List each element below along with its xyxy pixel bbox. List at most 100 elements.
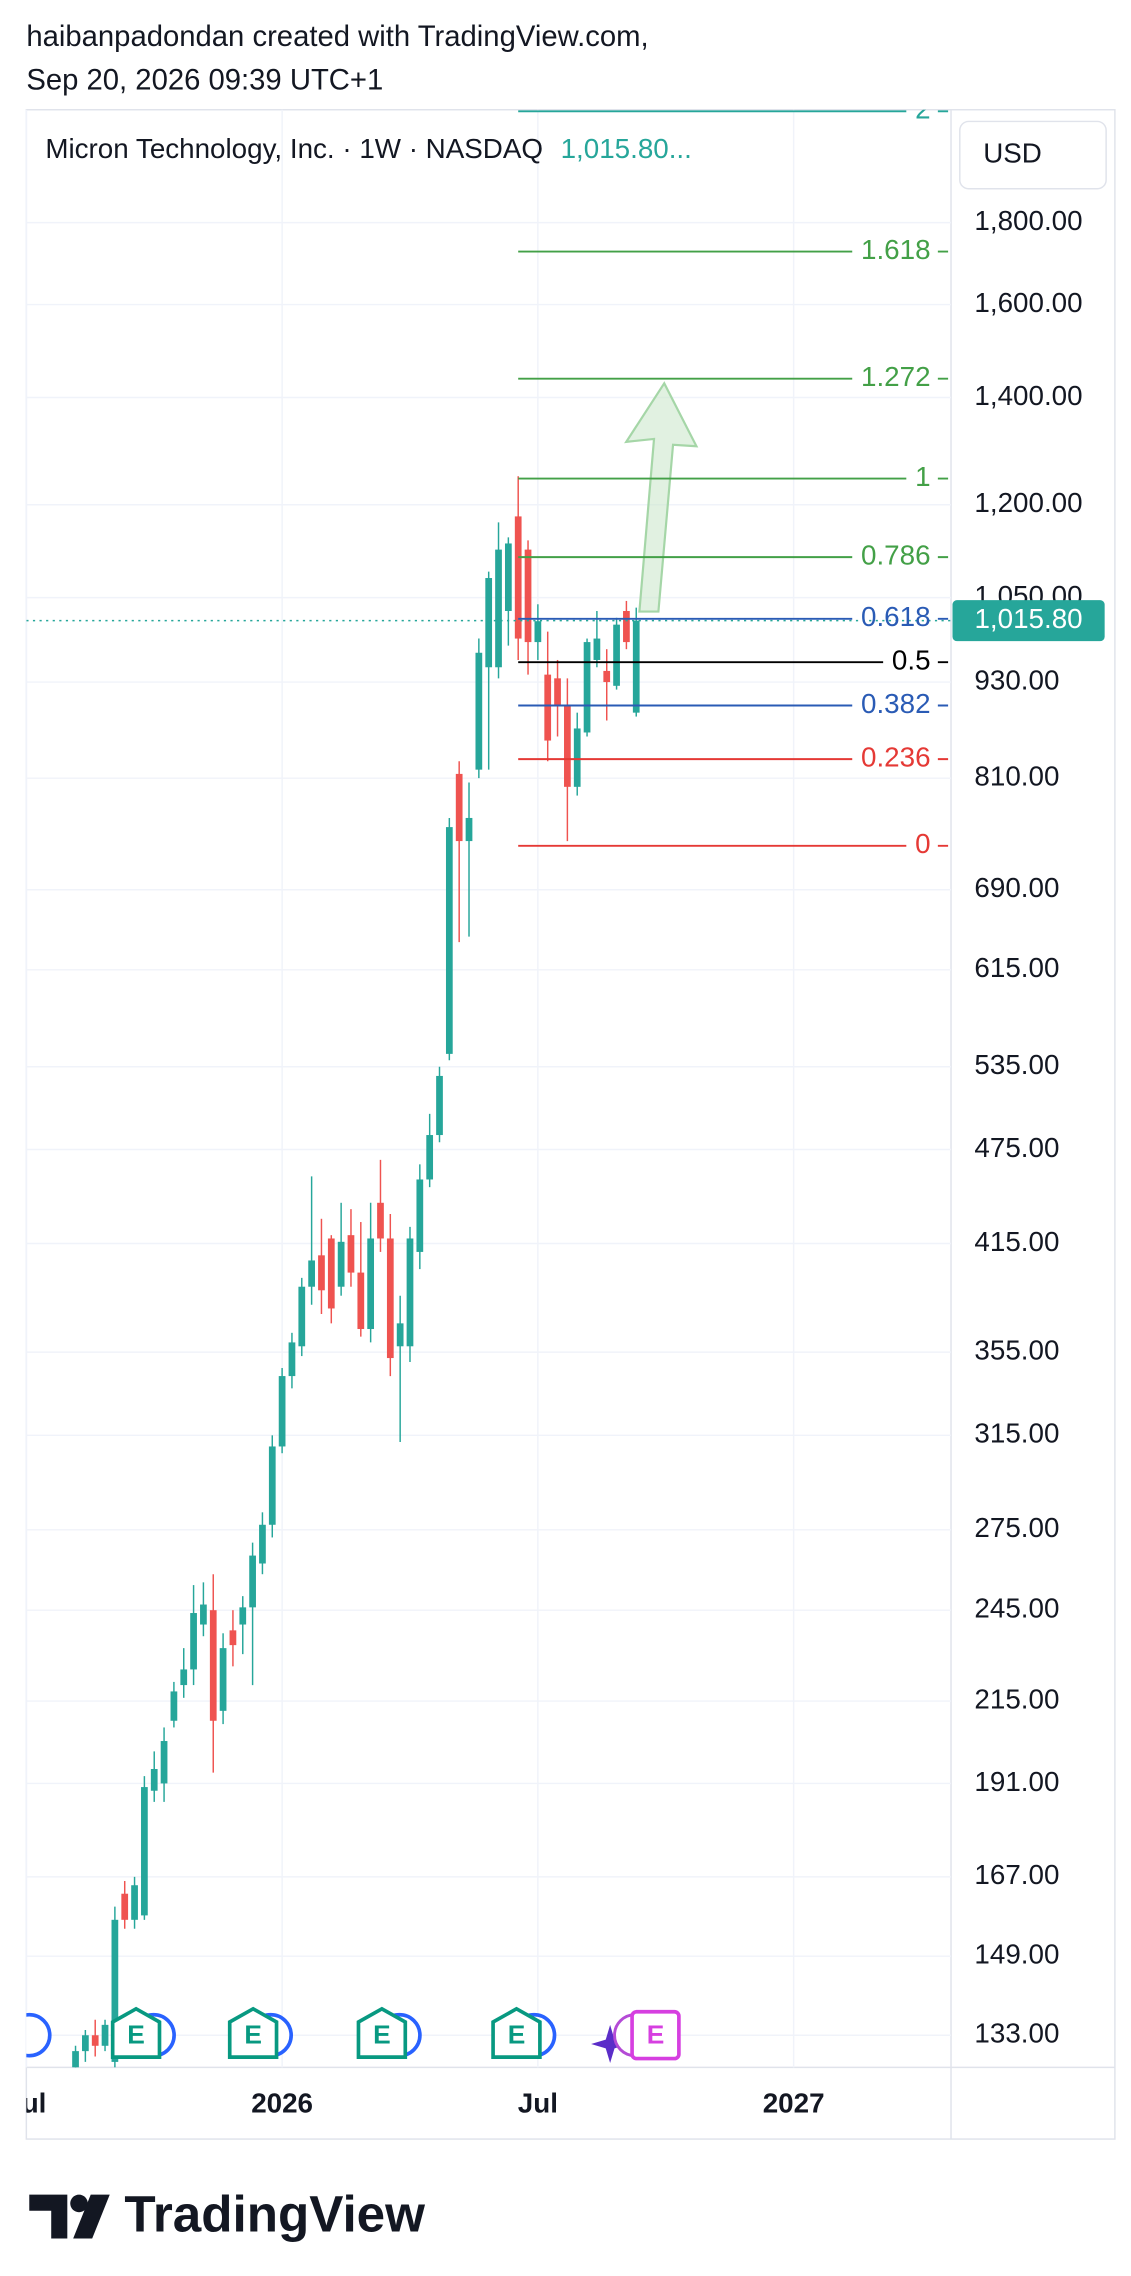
candle-body xyxy=(504,543,512,612)
y-tick-label: 1,800.00 xyxy=(974,205,1082,236)
candle-body xyxy=(455,773,463,842)
earnings-label: E xyxy=(508,2020,526,2050)
fib-label: 2 xyxy=(915,94,930,125)
candle-body xyxy=(573,728,581,787)
candle-body xyxy=(259,1524,266,1564)
candle-body xyxy=(180,1669,188,1686)
candle-body xyxy=(465,817,473,842)
x-tick-label: 2026 xyxy=(251,2088,313,2119)
y-tick-label: 245.00 xyxy=(974,1593,1059,1624)
candle-body xyxy=(632,620,640,713)
candle-body xyxy=(91,2035,99,2046)
candle-body xyxy=(337,1241,345,1287)
legend-price: 1,015.80... xyxy=(561,133,692,164)
fib-label: 1 xyxy=(915,461,930,492)
y-tick-label: 1,600.00 xyxy=(974,287,1082,318)
y-tick-label: 1,400.00 xyxy=(974,380,1082,411)
last-price-box xyxy=(952,600,1105,642)
candle-body xyxy=(564,704,571,787)
x-tick-label: Jul xyxy=(518,2088,558,2119)
candle-body xyxy=(150,1769,158,1791)
y-tick-label: 415.00 xyxy=(974,1226,1059,1257)
candle-body xyxy=(485,578,493,668)
x-tick-label: Jul xyxy=(6,2088,46,2119)
logo: TradingView xyxy=(29,2186,425,2243)
candle-body xyxy=(524,549,532,643)
candle-body xyxy=(603,670,611,683)
time-axis: Jul 2026 Jul 2027 xyxy=(6,2088,825,2119)
candle-body xyxy=(406,1238,414,1347)
fib-label: 0.5 xyxy=(892,645,931,676)
candle-body xyxy=(160,1741,168,1784)
legend-title: Micron Technology, Inc. · 1W · NASDAQ xyxy=(45,133,543,164)
candle-body xyxy=(318,1255,325,1291)
earnings-label: E xyxy=(127,2020,145,2050)
fib-label: 0.786 xyxy=(861,539,931,570)
y-tick-label: 810.00 xyxy=(974,761,1059,792)
candle-body xyxy=(554,678,561,705)
candle-body xyxy=(200,1604,207,1625)
candle-body xyxy=(396,1323,404,1347)
candle-body xyxy=(141,1787,148,1916)
candle-body xyxy=(583,642,591,733)
y-tick-label: 1,200.00 xyxy=(974,487,1082,518)
candle-body xyxy=(475,652,483,770)
candle-body xyxy=(229,1630,237,1646)
y-tick-label: 475.00 xyxy=(974,1132,1059,1163)
fib-label: 0.618 xyxy=(861,601,931,632)
y-tick-label: 275.00 xyxy=(974,1512,1059,1543)
logo-text: TradingView xyxy=(124,2186,425,2243)
y-tick-label: 355.00 xyxy=(974,1334,1059,1365)
candle-body xyxy=(249,1555,256,1608)
candle-body xyxy=(170,1691,178,1721)
candle-body xyxy=(377,1202,384,1239)
header-line1: haibanpadondan created with TradingView.… xyxy=(26,21,648,53)
candle-body xyxy=(111,1919,119,2062)
candle-body xyxy=(327,1238,335,1309)
fibonacci: 0 0.236 0.382 0.5 0.618 0.786 1 1.272 1.618 2 xyxy=(518,94,949,859)
y-tick-label: 535.00 xyxy=(974,1049,1059,1080)
candle-body xyxy=(416,1179,424,1252)
earnings-marker xyxy=(227,2006,279,2059)
candle-body xyxy=(72,2051,79,2068)
candle-body xyxy=(268,1446,276,1525)
candle-body xyxy=(593,638,601,660)
currency: USD xyxy=(983,137,1042,168)
grid xyxy=(25,109,952,2068)
candle-body xyxy=(534,621,542,643)
candle-body xyxy=(347,1235,355,1273)
candle-body xyxy=(209,1610,217,1721)
fib-label: 0 xyxy=(915,828,930,859)
candle-body xyxy=(190,1613,197,1670)
fib-label: 0.382 xyxy=(861,688,931,719)
candle-body xyxy=(386,1238,394,1359)
earnings-label: E xyxy=(244,2020,262,2050)
candle-body xyxy=(426,1135,434,1180)
logo-mark xyxy=(70,2194,88,2213)
candle-body xyxy=(357,1272,365,1330)
earnings-marker xyxy=(630,2009,681,2061)
y-tick-label: 690.00 xyxy=(974,872,1059,903)
candle-body xyxy=(82,2035,89,2052)
candle-body xyxy=(436,1075,443,1136)
projection-arrow xyxy=(624,381,699,613)
fib-label: 0.236 xyxy=(861,741,931,772)
y-tick-label: 215.00 xyxy=(974,1683,1059,1714)
earnings-label: E xyxy=(647,2020,665,2050)
candle-body xyxy=(623,611,630,643)
earnings-marker xyxy=(356,2006,408,2059)
candle-body xyxy=(308,1260,315,1287)
candle-body xyxy=(367,1238,375,1330)
candle-body xyxy=(101,2024,109,2046)
y-tick-label: 930.00 xyxy=(974,664,1059,695)
fib-label: 1.618 xyxy=(861,234,931,265)
fib-label: 1.272 xyxy=(861,361,931,392)
x-tick-label: 2027 xyxy=(763,2088,825,2119)
header-line2: Sep 20, 2026 09:39 UTC+1 xyxy=(26,65,383,97)
candle-body xyxy=(131,1885,138,1920)
logo-mark xyxy=(73,2194,110,2239)
